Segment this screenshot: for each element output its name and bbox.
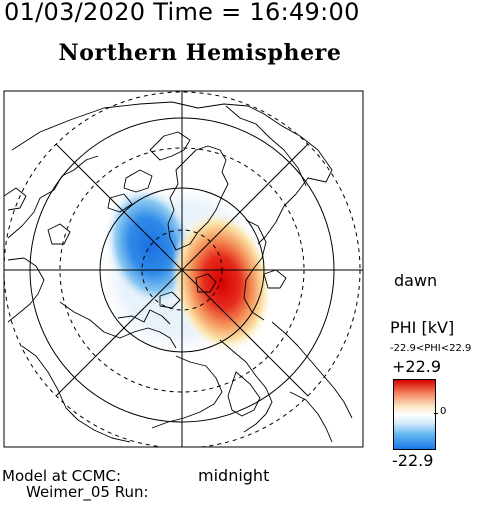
dawn-label: dawn (394, 271, 438, 290)
midnight-label: midnight (198, 466, 270, 485)
model-credit-line: Model at CCMC: (2, 467, 122, 485)
colorbar-range: -22.9<PHI<22.9 (390, 343, 472, 354)
colorbar-min-label: -22.9 (392, 451, 434, 470)
colorbar-title: PHI [kV] (390, 318, 455, 337)
map-frame (3, 90, 364, 448)
datetime-title: 01/03/2020 Time = 16:49:00 (4, 0, 360, 26)
meridian-diag-2 (55, 143, 309, 397)
coastlines (4, 101, 353, 443)
colorbar-zero-label: 0 (440, 406, 447, 417)
colorbar-max-label: +22.9 (392, 357, 442, 376)
hemisphere-title: Northern Hemisphere (58, 40, 342, 66)
colorbar-zero-tick (434, 413, 438, 414)
colorbar (393, 379, 436, 450)
model-run-line: Weimer_05 Run: (26, 483, 149, 501)
positive-potential-cell (171, 210, 273, 354)
